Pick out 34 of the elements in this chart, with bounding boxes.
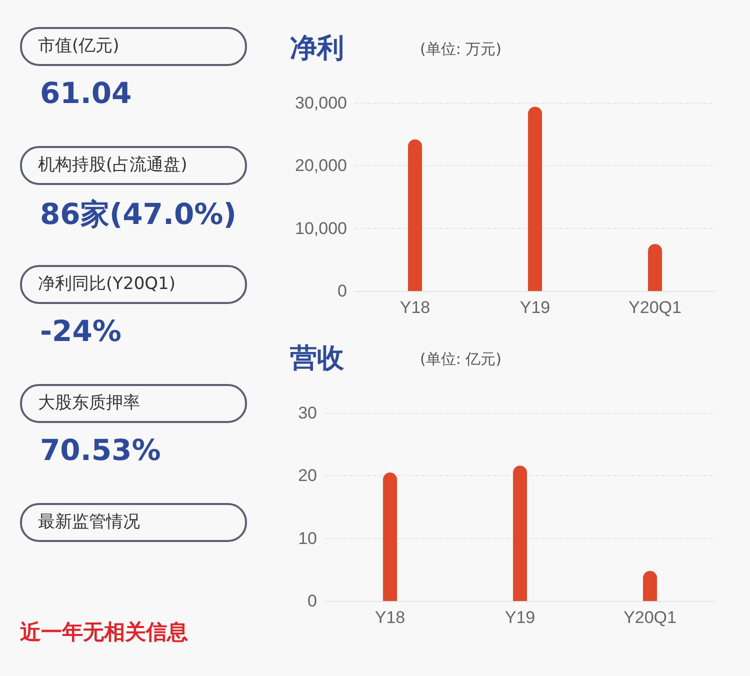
bar bbox=[383, 472, 397, 601]
x-tick-label: Y18 bbox=[400, 298, 430, 317]
text: 最新监管情况 bbox=[38, 512, 140, 532]
text: 61.04 bbox=[40, 76, 132, 110]
y-tick-label: 0 bbox=[338, 282, 347, 300]
y-tick-label: 0 bbox=[308, 592, 317, 610]
y-tick-label: 10 bbox=[298, 528, 317, 548]
x-tick-label: Y19 bbox=[520, 298, 550, 317]
x-tick-label: Y20Q1 bbox=[628, 298, 682, 317]
y-tick-label: 30,000 bbox=[295, 94, 347, 112]
x-tick-label: Y20Q1 bbox=[624, 608, 676, 627]
bar bbox=[408, 139, 422, 291]
text: -24% bbox=[40, 314, 122, 348]
chart-title: 净利 bbox=[290, 32, 344, 66]
bar bbox=[648, 244, 662, 291]
chart-subtitle: (单位: 亿元) bbox=[420, 350, 502, 369]
x-tick-label: Y18 bbox=[374, 608, 406, 627]
y-tick-label: 30 bbox=[298, 404, 317, 422]
chart-subtitle: (单位: 万元) bbox=[420, 40, 502, 59]
y-tick-label: 20,000 bbox=[295, 156, 347, 176]
text: 86家(47.0%) bbox=[40, 196, 236, 233]
text: 机构持股(占流通盘) bbox=[38, 155, 188, 175]
text: 70.53% bbox=[40, 433, 161, 467]
text: 大股东质押率 bbox=[38, 393, 140, 413]
text: 市值(亿元) bbox=[38, 36, 120, 56]
x-tick-label: Y19 bbox=[504, 608, 536, 627]
bar bbox=[528, 106, 542, 291]
bar bbox=[643, 570, 657, 601]
chart-title: 营收 bbox=[290, 342, 344, 376]
bar bbox=[513, 466, 527, 601]
text: 近一年无相关信息 bbox=[20, 619, 188, 646]
text: 净利同比(Y20Q1) bbox=[38, 274, 176, 294]
y-tick-label: 20 bbox=[298, 466, 317, 486]
y-tick-label: 10,000 bbox=[295, 218, 347, 238]
